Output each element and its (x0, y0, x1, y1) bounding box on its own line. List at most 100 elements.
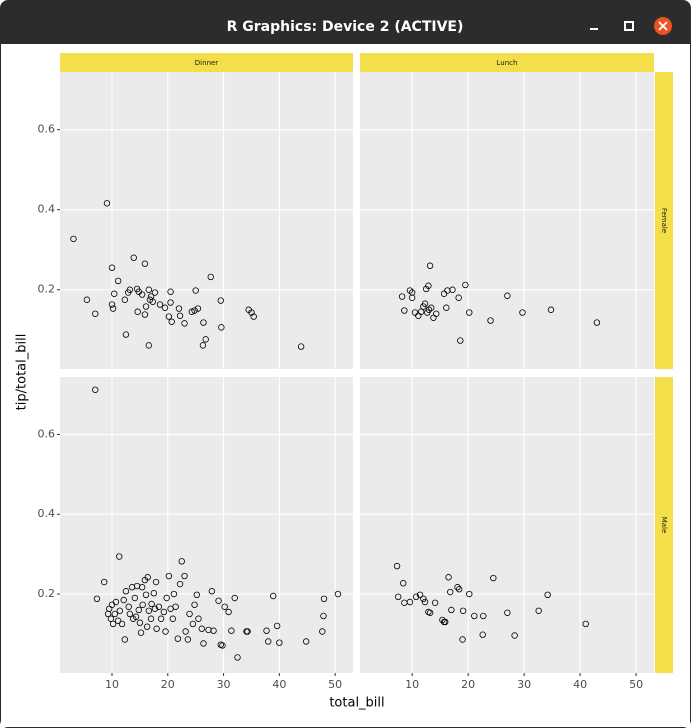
point (161, 304, 169, 311)
point (480, 612, 487, 620)
x-axis-title: total_bill (329, 696, 384, 711)
point (466, 309, 473, 316)
point (157, 615, 165, 622)
point (425, 306, 433, 313)
point (411, 309, 419, 316)
point (152, 578, 160, 586)
close-button[interactable] (654, 17, 672, 35)
point (466, 590, 473, 598)
point (593, 319, 601, 326)
point (408, 294, 416, 301)
point (400, 580, 407, 587)
point (200, 319, 207, 326)
x-tick-label: 30 (517, 678, 531, 691)
row-strip-label: Male (660, 517, 668, 534)
point (443, 304, 450, 311)
point (148, 600, 155, 608)
point (162, 628, 169, 635)
point (426, 262, 434, 269)
point (134, 308, 141, 315)
point (184, 636, 192, 643)
point (250, 313, 257, 320)
point (138, 584, 146, 591)
point (176, 312, 184, 319)
y-tick-label: 0.4 (38, 507, 56, 520)
point (199, 342, 207, 349)
point (244, 628, 251, 635)
point (455, 586, 463, 593)
point (208, 588, 216, 595)
point (137, 629, 145, 636)
point (448, 606, 455, 614)
point (100, 578, 108, 586)
point (114, 617, 122, 624)
point (181, 320, 188, 327)
point (111, 610, 118, 618)
window-title: R Graphics: Device 2 (ACTIVE) (227, 19, 464, 35)
point (202, 336, 209, 343)
x-tick-label: 50 (328, 678, 342, 691)
point (116, 553, 123, 560)
point (459, 636, 466, 643)
point (416, 591, 424, 599)
column-strip-label: Dinner (195, 59, 219, 67)
point (165, 313, 173, 320)
point (178, 558, 185, 565)
point (217, 297, 224, 304)
point (142, 591, 150, 599)
point (412, 593, 420, 601)
point (426, 609, 434, 616)
point (151, 289, 159, 296)
point (126, 610, 134, 618)
point (273, 622, 281, 630)
point (449, 286, 456, 293)
point (147, 615, 155, 622)
panel-background (360, 72, 654, 369)
point (132, 613, 140, 620)
point (431, 599, 439, 606)
point (218, 324, 225, 331)
close-icon[interactable] (658, 21, 668, 31)
point (112, 598, 120, 606)
point (170, 590, 178, 598)
x-tick-label: 40 (272, 678, 286, 691)
y-tick-label: 0.2 (38, 283, 56, 296)
point (167, 288, 174, 295)
point (205, 626, 212, 634)
y-tick-label: 0.6 (38, 123, 56, 136)
point (394, 593, 402, 601)
point (490, 574, 497, 582)
point (126, 286, 134, 293)
point (228, 627, 235, 634)
point (107, 615, 115, 622)
point (109, 305, 117, 312)
point (165, 572, 173, 580)
point (186, 610, 193, 618)
x-tick-label: 10 (405, 678, 419, 691)
point (191, 307, 198, 314)
point (120, 596, 127, 604)
point (219, 642, 226, 649)
point (398, 293, 406, 300)
point (457, 337, 464, 344)
y-tick-label: 0.6 (38, 427, 56, 440)
point (189, 620, 197, 628)
point (504, 292, 511, 299)
row-strip-label: Female (660, 208, 668, 233)
point (302, 638, 310, 645)
point (320, 595, 328, 603)
point (144, 574, 151, 581)
point (422, 285, 430, 293)
point (225, 608, 232, 616)
point (168, 318, 175, 325)
point (195, 615, 202, 622)
panel-background (360, 377, 654, 673)
point (153, 625, 160, 632)
maximize-button[interactable] (624, 21, 634, 31)
point (160, 608, 168, 616)
point (462, 281, 469, 289)
point (231, 594, 238, 602)
point (440, 290, 448, 297)
x-tick-label: 20 (161, 678, 175, 691)
x-tick-label: 10 (105, 678, 119, 691)
